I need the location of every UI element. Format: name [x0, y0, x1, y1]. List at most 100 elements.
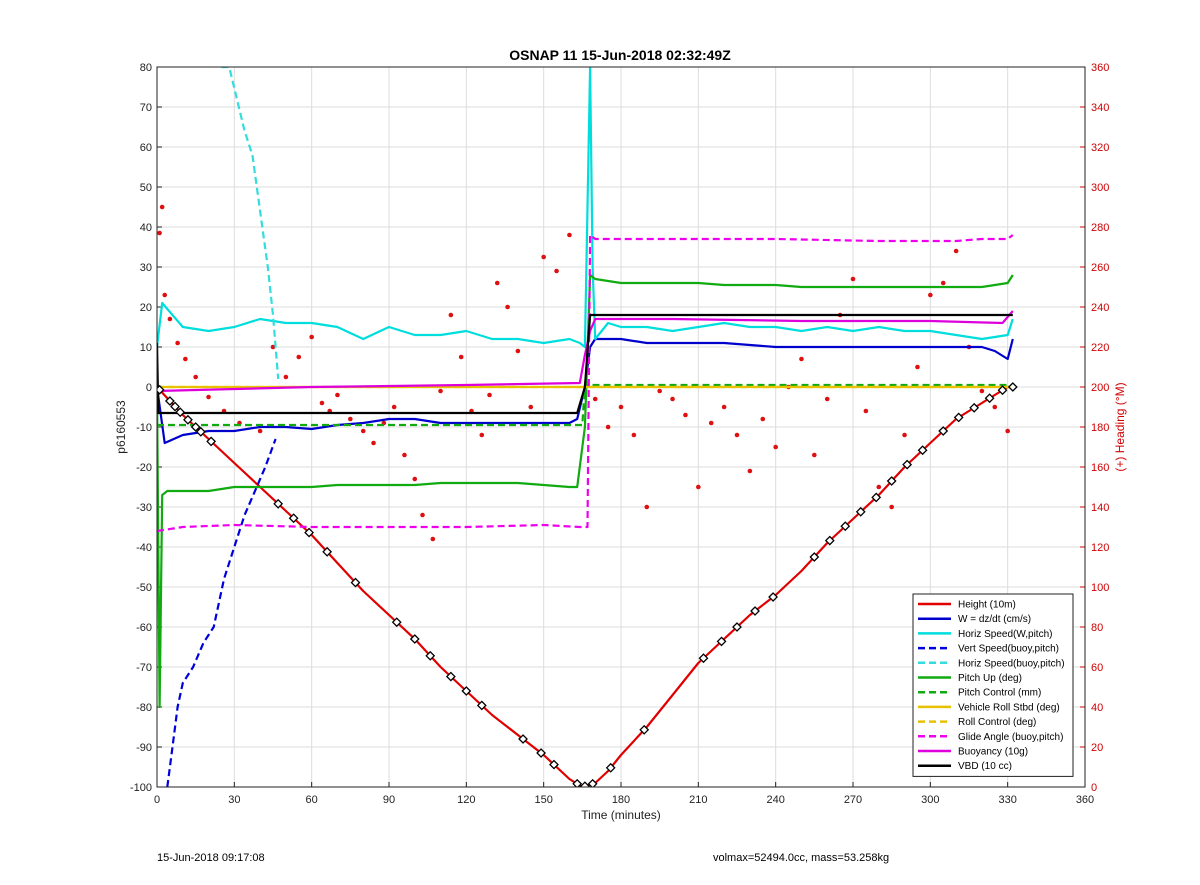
footer-timestamp: 15-Jun-2018 09:17:08	[157, 852, 265, 864]
x-tick-label: 270	[844, 794, 862, 806]
depth-marker	[572, 778, 583, 787]
heading-point	[992, 404, 998, 410]
series-line-horiz-speed-buoy-pitch	[221, 67, 280, 380]
x-tick-label: 360	[1076, 794, 1094, 806]
heading-point	[850, 276, 856, 282]
chart-title: OSNAP 11 15-Jun-2018 02:32:49Z	[509, 47, 731, 63]
legend-label: Roll Control (deg)	[958, 717, 1036, 728]
depth-marker	[969, 402, 980, 413]
heading-point	[167, 316, 173, 322]
y-right-tick-label: 280	[1091, 222, 1109, 234]
legend-label: Pitch Up (deg)	[958, 673, 1022, 684]
heading-point	[863, 408, 869, 414]
x-axis-label: Time (minutes)	[581, 808, 661, 822]
heading-point	[430, 536, 436, 542]
depth-marker	[902, 459, 913, 470]
heading-point	[760, 416, 766, 422]
heading-point	[487, 392, 492, 398]
heading-point	[206, 394, 211, 400]
depth-marker	[273, 498, 284, 509]
plot-frame	[156, 66, 1086, 788]
heading-point	[193, 374, 198, 380]
heading-point	[592, 396, 598, 402]
legend-label: VBD (10 cc)	[958, 761, 1012, 772]
depth-marker	[917, 445, 928, 456]
legend-label: Vert Speed(buoy,pitch)	[958, 644, 1059, 655]
x-tick-label: 240	[766, 794, 784, 806]
y-right-tick-label: 240	[1091, 302, 1109, 314]
heading-point	[283, 374, 289, 380]
depth-marker	[391, 617, 402, 628]
heading-point	[257, 428, 263, 434]
depth-marker	[716, 636, 727, 647]
heading-point	[618, 404, 624, 410]
depth-marker	[304, 527, 315, 538]
heading-point	[515, 348, 521, 354]
x-tick-label: 150	[534, 794, 552, 806]
heading-point	[915, 364, 920, 370]
y-tick-label: 70	[140, 102, 152, 114]
heading-point	[605, 424, 611, 430]
heading-point	[940, 280, 946, 286]
legend: Height (10m) W = dz/dt (cm/s) Horiz Speed(…	[912, 593, 1074, 777]
depth-marker	[587, 778, 598, 787]
heading-point	[902, 432, 907, 438]
y-tick-label: 60	[140, 142, 152, 154]
y-right-tick-label: 140	[1091, 502, 1109, 514]
heading-point	[773, 444, 778, 450]
heading-point	[402, 452, 407, 458]
depth-marker	[170, 401, 180, 412]
depth-marker	[1007, 382, 1018, 392]
y-right-tick-label: 320	[1091, 142, 1109, 154]
depth-marker	[549, 759, 559, 770]
x-tick-label: 120	[457, 794, 475, 806]
x-tick-label: 90	[383, 794, 395, 806]
legend-label: Buoyancy (10g)	[958, 747, 1028, 758]
y-tick-label: -50	[136, 582, 152, 594]
y-tick-label: 20	[140, 302, 152, 314]
heading-point	[159, 204, 165, 210]
y-tick-label: -100	[130, 782, 152, 794]
x-tick-label: 0	[154, 794, 160, 806]
y-right-tick-label: 160	[1091, 462, 1109, 474]
depth-marker	[732, 622, 742, 632]
heading-point	[541, 254, 546, 260]
y-right-tick-label: 20	[1091, 742, 1103, 754]
y-right-tick-label: 360	[1091, 62, 1109, 74]
y-tick-label: 10	[140, 342, 152, 354]
depth-marker	[164, 396, 175, 406]
legend-label: Horiz Speed(buoy,pitch)	[958, 658, 1065, 669]
depth-marker	[984, 393, 995, 404]
y-right-tick-label: 40	[1091, 702, 1103, 714]
y-tick-label: -70	[136, 662, 152, 674]
heading-point	[494, 280, 500, 286]
heading-point	[747, 468, 753, 474]
depth-marker	[768, 592, 779, 602]
heading-point	[683, 412, 688, 418]
y-right-tick-label: 180	[1091, 422, 1109, 434]
series-line-vbd-10-cc	[157, 313, 1013, 415]
heading-point	[670, 396, 675, 402]
series-line-horiz-speed-w-pitch	[157, 67, 1014, 349]
heading-point	[1005, 428, 1010, 434]
depth-marker	[206, 436, 217, 447]
heading-point	[319, 400, 325, 406]
heading-point	[412, 476, 418, 482]
heading-point	[799, 356, 804, 362]
heading-point	[979, 388, 985, 394]
heading-point	[708, 420, 714, 426]
y-tick-label: -30	[136, 502, 152, 514]
heading-point	[721, 404, 727, 410]
depth-marker	[409, 634, 420, 644]
heading-point	[824, 396, 830, 402]
x-tick-label: 210	[689, 794, 707, 806]
depth-marker	[605, 762, 616, 773]
depth-marker	[461, 686, 472, 696]
y-right-tick-label: 300	[1091, 182, 1109, 194]
y-tick-label: 30	[140, 262, 152, 274]
series-group	[157, 67, 1018, 787]
depth-marker	[476, 700, 487, 711]
depth-marker	[190, 422, 201, 432]
y-right-tick-label: 0	[1091, 782, 1097, 794]
